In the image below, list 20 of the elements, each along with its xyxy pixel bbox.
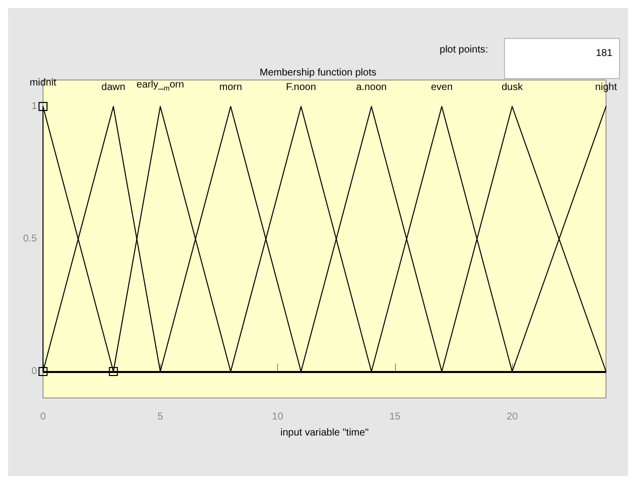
series-label: night — [595, 82, 618, 93]
x-axis-title: input variable "time" — [280, 428, 370, 438]
chart-title: Membership function plots — [260, 68, 376, 78]
series-label: a.noon — [356, 82, 387, 93]
series-label: F.noon — [286, 82, 316, 93]
x-tick-label: 5 — [158, 412, 164, 422]
y-tick-label: 0.5 — [23, 234, 38, 244]
series-label: dusk — [502, 82, 524, 93]
series-label: dawn — [101, 82, 126, 93]
text: plot points: — [440, 44, 488, 56]
series-label: even — [430, 82, 453, 93]
y-tick-label: 1 — [31, 101, 38, 112]
y-tick-label: 0 — [31, 366, 38, 377]
series-label: morn — [219, 82, 242, 93]
text: 181 — [596, 48, 613, 59]
series-label: midnit — [30, 78, 57, 88]
x-tick-label: 0 — [40, 412, 46, 422]
x-tick-label: 15 — [389, 412, 401, 422]
x-tick-label: 10 — [272, 412, 284, 422]
x-tick-label: 20 — [506, 412, 518, 422]
